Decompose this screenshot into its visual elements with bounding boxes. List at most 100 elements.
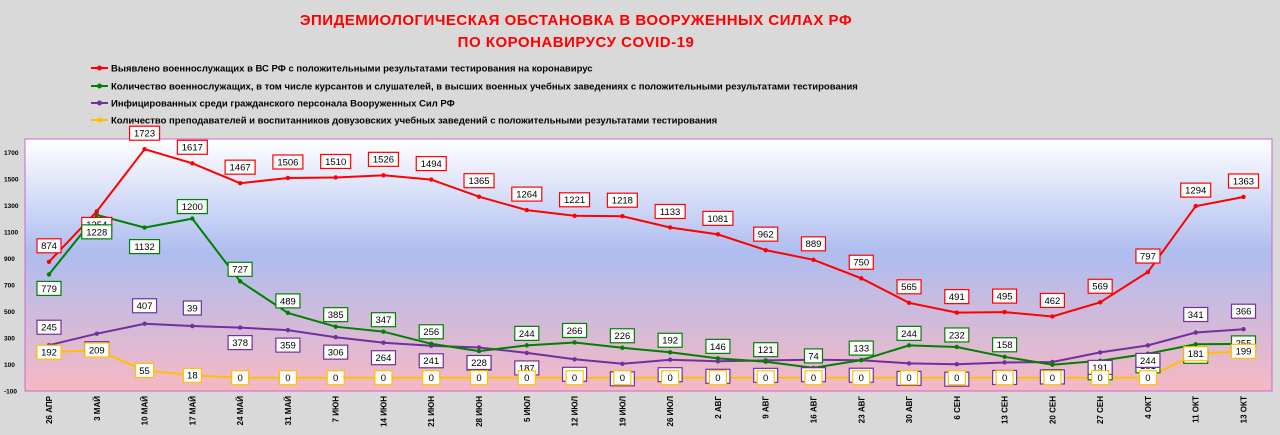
y-tick-label: 300 [4,335,15,342]
data-label-box [323,307,349,323]
data-label: 191 [1092,363,1108,374]
data-label: 209 [89,345,105,356]
data-point [715,356,721,361]
data-label-box [991,288,1018,304]
y-tick-label: -100 [4,389,17,396]
data-label: 385 [328,310,344,321]
data-label: 347 [376,315,392,326]
x-tick-label: 28 ИЮН [475,396,484,427]
data-point [906,361,912,366]
data-label: 232 [949,330,965,341]
data-point [46,259,52,265]
data-label: 121 [758,345,774,356]
data-label-box [326,370,345,386]
series-line-3 [48,322,1244,366]
data-label: 226 [614,331,630,342]
data-label-box [852,370,871,386]
data-point [237,180,243,186]
data-point [142,147,147,152]
legend-label-1: Выявлено военнослужащих в ВС РФ с положи… [111,64,593,75]
data-label: 264 [376,353,392,364]
data-point [429,177,434,182]
y-tick-label: 700 [4,282,15,289]
data-label-box [1227,173,1260,189]
data-point [285,327,291,333]
data-label: 0 [476,373,481,384]
data-label: 750 [853,258,869,269]
data-point [1002,309,1007,315]
data-label: 1200 [182,202,203,213]
data-point [620,345,625,350]
data-label-box [708,370,728,386]
x-tick-label: 24 МАЙ [236,396,245,426]
data-label-box [1039,292,1065,309]
legend-marker-2 [97,83,102,89]
data-label-box [134,362,155,379]
data-label-box [803,348,824,364]
data-label-box [804,370,823,386]
data-label: 199 [1236,347,1252,358]
data-label: 0 [906,373,911,384]
data-label-box [558,192,591,208]
data-point [667,350,673,355]
x-tick-label: 19 ИЮЛ [618,396,627,427]
data-label: 181 [1188,349,1204,360]
data-point [1193,330,1198,335]
data-label-box [374,370,393,386]
data-label-box [899,370,919,386]
data-label-box [36,238,62,254]
data-label-box [227,335,253,351]
data-label-box [1091,370,1110,386]
data-label-box [463,173,495,189]
data-point [620,213,625,219]
data-label: 0 [715,373,720,384]
data-label-box [800,236,827,252]
x-tick-label: 30 АВГ [905,396,914,424]
data-label-box [657,332,683,348]
data-point [1097,300,1103,305]
data-label-box [176,139,208,155]
data-label: 489 [280,296,296,307]
data-point [94,331,99,336]
data-label-box [1183,306,1209,323]
legend-marker-3 [97,100,102,106]
data-point [1193,203,1198,209]
data-label: 39 [187,303,198,314]
data-label-box [128,238,161,255]
data-label: 0 [429,373,434,384]
data-point [906,343,912,348]
x-tick-label: 5 ИЮЛ [523,396,532,422]
data-point [811,257,816,263]
data-label: 1218 [612,196,633,207]
data-label-box [36,319,62,335]
data-label: 0 [381,373,386,384]
x-tick-label: 14 ИЮН [379,396,388,427]
data-point [1145,343,1151,348]
data-label: 341 [1188,310,1204,321]
data-label: 256 [423,327,439,338]
data-label-box [753,342,779,358]
data-label: 462 [1044,296,1060,307]
data-point [954,344,960,350]
legend-marker-1 [97,65,102,71]
data-label-box [947,370,966,386]
data-label: 1510 [325,157,346,168]
data-label-box [511,186,543,202]
data-label-box [36,280,62,297]
data-label-box [896,279,922,295]
data-label-box [275,293,301,309]
data-label-box [320,153,352,170]
data-point [94,209,99,214]
x-tick-label: 20 СЕН [1048,396,1057,424]
data-label: 146 [710,342,726,353]
data-label-box [370,350,397,366]
data-label: 0 [1145,373,1150,384]
y-tick-label: 1300 [4,203,19,210]
data-label: 158 [997,340,1013,351]
data-point [237,279,243,284]
data-point [1193,342,1198,347]
legend-label-4: Количество преподавателей и воспитаннико… [111,116,717,127]
x-tick-label: 13 ОКТ [1240,396,1249,423]
data-label-box [705,338,731,354]
